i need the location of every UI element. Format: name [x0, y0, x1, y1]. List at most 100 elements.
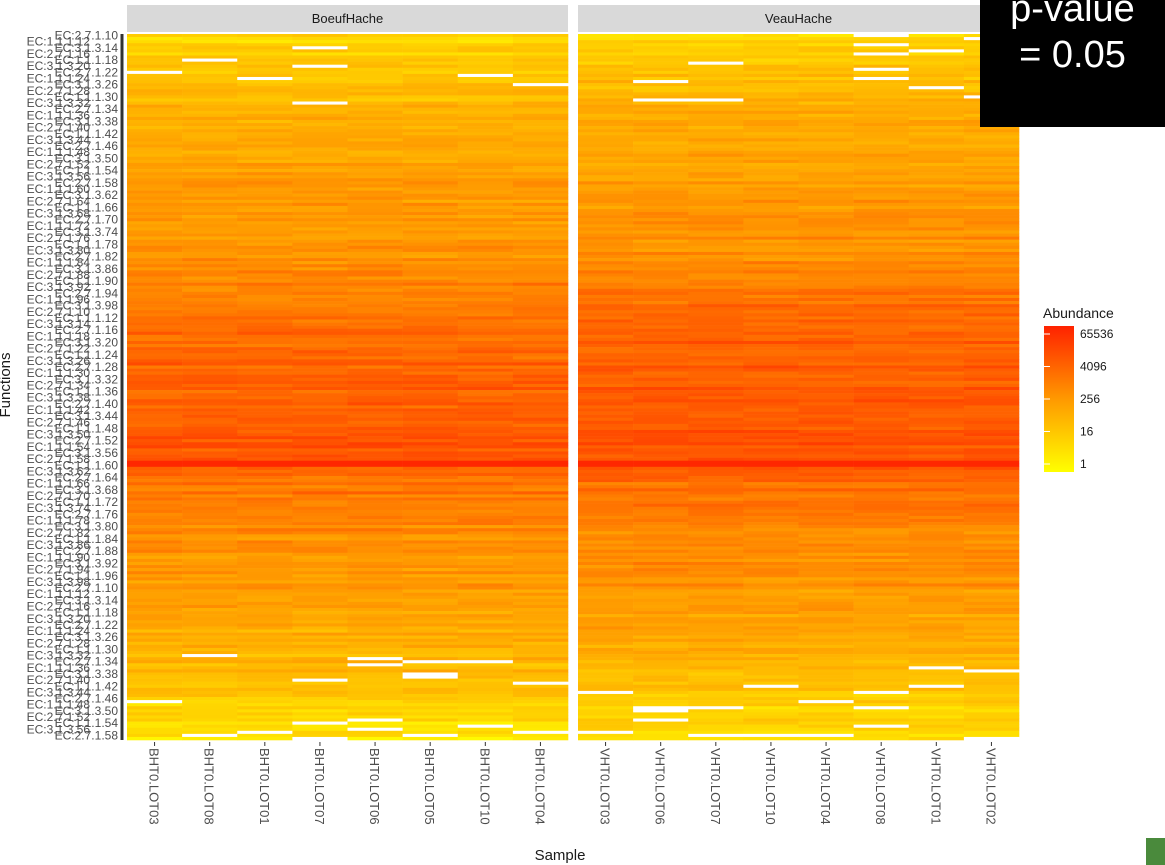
heatmap-cell — [347, 172, 403, 176]
heatmap-cell — [633, 350, 689, 354]
heatmap-cell — [512, 307, 569, 311]
heatmap-cell — [688, 138, 744, 142]
heatmap-cell — [688, 365, 744, 369]
heatmap-cell — [688, 92, 744, 96]
heatmap-cell — [743, 518, 799, 523]
heatmap-cell — [743, 537, 799, 541]
heatmap-cell — [853, 101, 910, 105]
heatmap-cell — [688, 316, 744, 320]
heatmap-cell — [798, 76, 854, 81]
heatmap-cell — [237, 307, 293, 311]
heatmap-cell — [743, 426, 799, 431]
heatmap-cell — [402, 660, 459, 664]
heatmap-cell — [578, 534, 634, 538]
heatmap-cell — [292, 608, 348, 612]
heatmap-cell — [853, 476, 910, 480]
heatmap-cell — [457, 500, 514, 504]
heatmap-cell — [578, 261, 634, 265]
heatmap-cell — [457, 73, 514, 78]
heatmap-cell — [402, 712, 459, 716]
heatmap-cell — [457, 107, 514, 112]
heatmap-cell — [512, 184, 569, 188]
heatmap-cell — [402, 73, 459, 78]
heatmap-cell — [963, 162, 1020, 167]
heatmap-cell — [237, 586, 293, 590]
heatmap-cell — [457, 221, 514, 225]
heatmap-cell — [127, 153, 183, 158]
heatmap-cell — [963, 261, 1020, 265]
heatmap-cell — [347, 632, 403, 636]
heatmap-cell — [402, 635, 459, 639]
heatmap-cell — [237, 715, 293, 719]
heatmap-cell — [798, 666, 854, 670]
heatmap-cell — [182, 86, 238, 90]
p-value-line1: p-value — [1010, 0, 1135, 30]
heatmap-cell — [908, 304, 965, 308]
heatmap-cell — [798, 601, 854, 606]
heatmap-cell — [743, 294, 799, 299]
heatmap-cell — [237, 675, 293, 679]
heatmap-cell — [688, 411, 744, 415]
heatmap-cell — [963, 620, 1020, 624]
heatmap-cell — [402, 383, 459, 388]
heatmap-cell — [853, 393, 910, 397]
y-tick-label: EC:3.1.3.14 — [27, 317, 91, 331]
heatmap-cell — [908, 715, 965, 719]
heatmap-cell — [578, 353, 634, 357]
heatmap-cell — [127, 614, 183, 618]
heatmap-cell — [347, 558, 403, 563]
heatmap-cell — [402, 429, 459, 434]
heatmap-cell — [292, 187, 348, 191]
heatmap-cell — [182, 647, 238, 652]
heatmap-cell — [402, 37, 459, 41]
heatmap-cell — [963, 129, 1020, 133]
heatmap-cell — [578, 632, 634, 636]
heatmap-cell — [127, 500, 183, 504]
heatmap-cell — [292, 414, 348, 418]
heatmap-cell — [182, 571, 238, 575]
heatmap-cell — [347, 116, 403, 121]
heatmap-cell — [512, 34, 569, 38]
heatmap-cell — [512, 371, 569, 376]
heatmap-cell — [127, 132, 183, 136]
heatmap-cell — [127, 156, 183, 161]
heatmap-cell — [633, 86, 689, 90]
heatmap-cell — [127, 727, 183, 732]
heatmap-cell — [578, 313, 634, 317]
heatmap-cell — [127, 466, 183, 471]
heatmap-cell — [798, 190, 854, 194]
heatmap-cell — [688, 70, 744, 75]
heatmap-cell — [578, 454, 634, 458]
heatmap-cell — [457, 116, 514, 121]
heatmap-cell — [908, 454, 965, 458]
heatmap-cell — [633, 687, 689, 692]
heatmap-cell — [182, 291, 238, 296]
heatmap-cell — [292, 712, 348, 716]
heatmap-cell — [963, 159, 1020, 164]
heatmap-cell — [182, 540, 238, 544]
heatmap-cell — [578, 119, 634, 124]
heatmap-cell — [633, 37, 689, 41]
heatmap-cell — [798, 212, 854, 216]
heatmap-cell — [688, 718, 744, 722]
heatmap-cell — [688, 270, 744, 274]
heatmap-cell — [237, 712, 293, 716]
heatmap-cell — [182, 383, 238, 388]
heatmap-cell — [127, 328, 183, 333]
heatmap-cell — [457, 362, 514, 366]
heatmap-cell — [237, 208, 293, 213]
heatmap-cell — [182, 135, 238, 139]
heatmap-cell — [182, 442, 238, 446]
heatmap-cell — [457, 423, 514, 428]
heatmap-cell — [457, 52, 514, 56]
heatmap-cell — [292, 285, 348, 290]
heatmap-cell — [237, 116, 293, 121]
heatmap-cell — [512, 485, 569, 489]
heatmap-cell — [347, 159, 403, 164]
heatmap-cell — [963, 660, 1020, 664]
y-tick-label: EC:2.7.1.52 — [27, 158, 91, 172]
heatmap-cell — [402, 583, 459, 587]
heatmap-cell — [402, 647, 459, 652]
heatmap-cell — [402, 126, 459, 130]
heatmap-cell — [743, 267, 799, 271]
